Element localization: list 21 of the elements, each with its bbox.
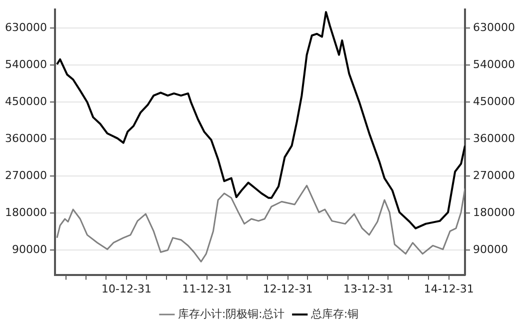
x-tick-label: 10-12-31 (102, 282, 152, 296)
legend-label: 总库存:铜 (310, 307, 359, 320)
y2-tick-label: 540000 (473, 58, 516, 71)
legend-label: 库存小计:阴极铜:总计 (178, 307, 284, 320)
x-tick-label: 11-12-31 (182, 282, 232, 296)
y-tick-label: 360000 (4, 132, 47, 145)
y2-tick-label: 270000 (473, 168, 516, 182)
x-tick-label: 13-12-31 (343, 282, 394, 296)
y-tick-label: 90000 (12, 242, 47, 256)
y-tick-label: 630000 (4, 20, 47, 34)
y-tick-label: 450000 (4, 94, 47, 108)
x-tick-label: 12-12-31 (262, 282, 313, 296)
y2-tick-label: 180000 (473, 206, 516, 219)
y2-tick-label: 450000 (473, 94, 516, 108)
y2-tick-label: 630000 (473, 20, 516, 34)
y-tick-label: 540000 (4, 58, 47, 71)
x-tick-label: 14-12-31 (424, 282, 474, 296)
y2-tick-label: 90000 (473, 242, 508, 256)
y2-tick-label: 360000 (473, 132, 516, 145)
y-tick-label: 180000 (4, 206, 47, 219)
y-tick-label: 270000 (4, 168, 47, 182)
